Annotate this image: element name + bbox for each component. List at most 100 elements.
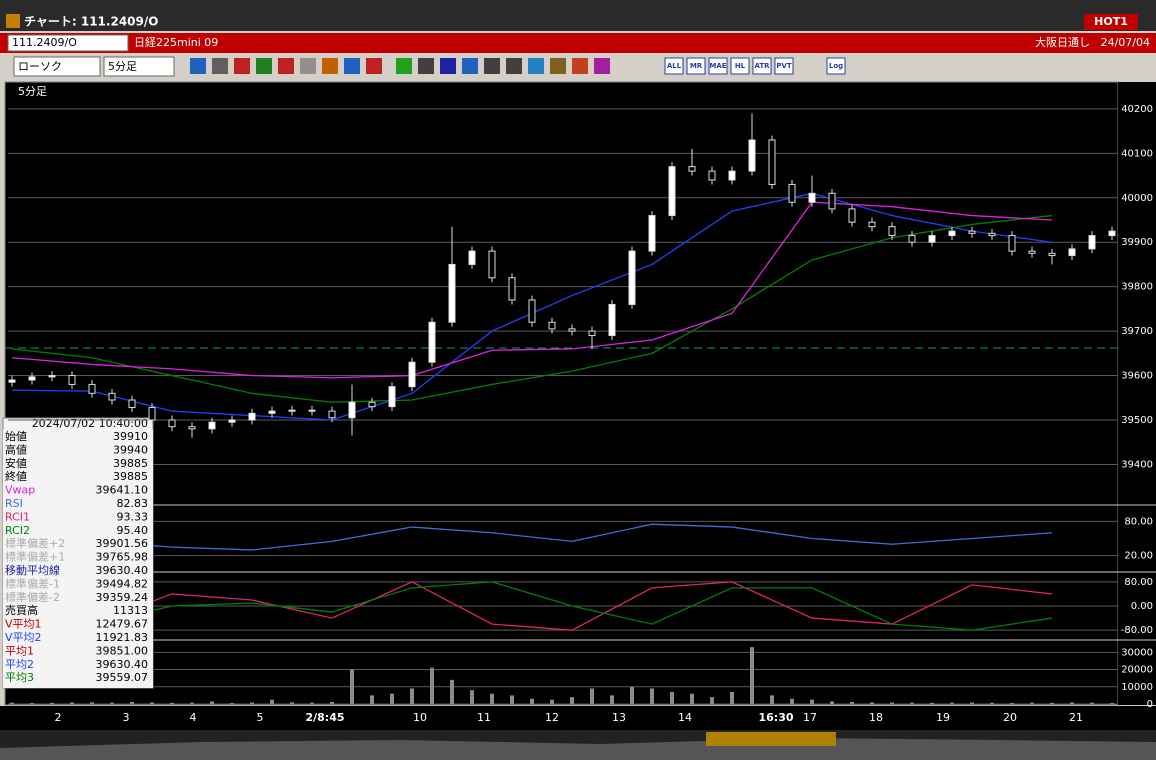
- y-tick-label: 30000: [1121, 647, 1153, 658]
- volume-bar: [310, 702, 314, 704]
- tool-icon[interactable]: [506, 58, 522, 74]
- info-label: 標準偏差-1: [5, 576, 60, 590]
- volume-bar: [110, 702, 114, 704]
- y-tick-label: 39400: [1121, 459, 1153, 470]
- x-tick-label: 11: [477, 711, 491, 724]
- y-tick-label: 20.00: [1124, 551, 1153, 562]
- candle-body: [868, 221, 876, 228]
- hot-badge-text: HOT1: [1094, 15, 1128, 28]
- candle-body: [488, 250, 496, 279]
- tool-button[interactable]: [708, 57, 728, 75]
- info-value: 11921.83: [96, 631, 149, 644]
- candle-body: [588, 330, 596, 337]
- scroll-thumb[interactable]: [706, 732, 836, 746]
- candle-body: [908, 235, 916, 243]
- candle-body: [828, 192, 836, 210]
- y-tick-label: 39600: [1121, 371, 1153, 382]
- volume-bar: [1110, 702, 1114, 704]
- y-tick-label: 80.00: [1124, 577, 1153, 588]
- tool-icon[interactable]: [528, 58, 544, 74]
- volume-bar: [50, 702, 54, 704]
- tool-icon[interactable]: [418, 58, 434, 74]
- date: 24/07/04: [1101, 36, 1150, 49]
- hot-badge[interactable]: [1084, 14, 1138, 30]
- x-tick-label: 21: [1069, 711, 1083, 724]
- candle-body: [328, 410, 336, 419]
- tool-icon[interactable]: [300, 58, 316, 74]
- volume-bar: [570, 697, 574, 704]
- symbol-input[interactable]: [7, 34, 129, 52]
- candle-body: [388, 386, 396, 408]
- tool-icon[interactable]: [594, 58, 610, 74]
- tool-icon[interactable]: [550, 58, 566, 74]
- tool-icon[interactable]: [278, 58, 294, 74]
- info-value: 39494.82: [96, 577, 149, 590]
- tool-icon[interactable]: [396, 58, 412, 74]
- tool-icon[interactable]: [462, 58, 478, 74]
- info-label: 標準偏差+2: [5, 536, 65, 550]
- volume-bar: [10, 702, 14, 704]
- tool-icon[interactable]: [322, 58, 338, 74]
- candle-body: [788, 183, 796, 203]
- candle-body: [248, 412, 256, 421]
- volume-bar: [410, 688, 414, 704]
- y-tick-label: 40200: [1121, 104, 1153, 115]
- tool-icon[interactable]: [190, 58, 206, 74]
- tool-button[interactable]: [730, 57, 750, 75]
- candle-body: [288, 409, 296, 412]
- tool-button-label: MR: [690, 62, 703, 70]
- candle-body: [1068, 248, 1076, 257]
- tool-icon[interactable]: [212, 58, 228, 74]
- candle-body: [28, 376, 36, 381]
- series-line: [11, 201, 1053, 379]
- tool-icon[interactable]: [256, 58, 272, 74]
- tool-button-label: ALL: [667, 62, 682, 70]
- y-tick-label: -80.00: [1121, 625, 1153, 636]
- tool-button[interactable]: [774, 57, 794, 75]
- x-tick-label: 4: [190, 711, 197, 724]
- info-value: 12479.67: [96, 618, 149, 631]
- tool-button[interactable]: [686, 57, 706, 75]
- candle-body: [408, 361, 416, 388]
- tool-button[interactable]: [752, 57, 772, 75]
- tool-icon[interactable]: [366, 58, 382, 74]
- info-value: 82.83: [117, 497, 149, 510]
- candle-body: [1088, 235, 1096, 250]
- tool-button-label: MAE: [709, 62, 726, 70]
- interval-select[interactable]: [103, 56, 175, 77]
- info-label: RSI: [5, 497, 23, 510]
- info-value: 39901.56: [96, 537, 149, 550]
- candle-body: [8, 379, 16, 383]
- info-label: 終値: [5, 469, 27, 483]
- x-tick-label: 16:30: [758, 711, 793, 724]
- candle-body: [928, 235, 936, 243]
- candle-body: [108, 392, 116, 401]
- volume-bar: [290, 702, 294, 704]
- info-value: 39559.07: [96, 671, 149, 684]
- tool-icon[interactable]: [484, 58, 500, 74]
- volume-bar: [1090, 702, 1094, 704]
- tool-icon[interactable]: [572, 58, 588, 74]
- tool-button[interactable]: [826, 57, 846, 75]
- volume-bar: [190, 702, 194, 704]
- candle-body: [88, 383, 96, 394]
- info-value: 39910: [113, 430, 148, 443]
- candle-body: [528, 299, 536, 323]
- info-label: 標準偏差-2: [5, 590, 60, 604]
- candle-body: [848, 208, 856, 223]
- style-select[interactable]: [13, 56, 101, 77]
- style-text: ローソク: [18, 60, 62, 73]
- chart-title: 5分足: [18, 85, 47, 98]
- tool-icon[interactable]: [440, 58, 456, 74]
- tool-icon[interactable]: [344, 58, 360, 74]
- tool-button-label: PVT: [776, 62, 792, 70]
- volume-bar: [950, 702, 954, 704]
- volume-bar: [810, 699, 814, 704]
- toolbar-icons: ALL MR MAE HL ATR PVT Log: [190, 57, 846, 75]
- volume-bar: [490, 693, 494, 704]
- tool-icon[interactable]: [234, 58, 250, 74]
- tool-button[interactable]: [664, 57, 684, 75]
- chart-area: [4, 81, 1119, 706]
- candle-body: [268, 410, 276, 414]
